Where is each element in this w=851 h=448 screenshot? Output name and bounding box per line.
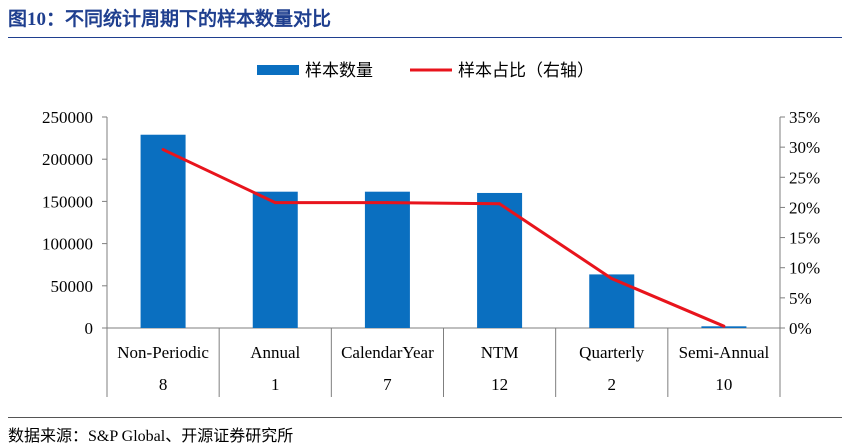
left-tick-label: 250000	[42, 108, 93, 127]
bar	[364, 191, 410, 328]
category-label: Annual	[250, 343, 300, 362]
line-series	[161, 148, 726, 328]
line-point	[498, 202, 502, 206]
line-point	[273, 201, 277, 205]
left-tick-label: 200000	[42, 150, 93, 169]
right-tick-label: 35%	[789, 108, 820, 127]
line-path	[162, 148, 725, 328]
right-tick-label: 0%	[789, 319, 812, 338]
left-tick-label: 0	[85, 319, 94, 338]
category-label: Quarterly	[579, 343, 645, 362]
bar	[252, 191, 298, 328]
category-code-label: 7	[383, 375, 392, 394]
line-point	[722, 324, 726, 328]
right-tick-label: 30%	[789, 138, 820, 157]
bar-series	[140, 134, 747, 328]
right-tick-label: 25%	[789, 168, 820, 187]
chart-svg: 样本数量 样本占比（右轴） 05000010000015000020000025…	[42, 61, 820, 397]
line-point	[385, 201, 389, 205]
title-divider	[8, 37, 842, 38]
legend: 样本数量 样本占比（右轴）	[257, 61, 594, 80]
legend-line-label: 样本占比（右轴）	[458, 61, 594, 80]
category-label: Semi-Annual	[679, 343, 770, 362]
legend-bar-swatch	[257, 65, 299, 75]
category-code-label: 8	[159, 375, 168, 394]
right-tick-label: 20%	[789, 198, 820, 217]
category-label: CalendarYear	[341, 343, 434, 362]
bar	[140, 134, 186, 328]
bar	[589, 274, 635, 328]
left-tick-label: 100000	[42, 235, 93, 254]
axes	[102, 116, 785, 397]
left-tick-label: 150000	[42, 192, 93, 211]
right-tick-label: 5%	[789, 289, 812, 308]
right-tick-label: 10%	[789, 259, 820, 278]
category-code-label: 2	[608, 375, 617, 394]
category-code-label: 1	[271, 375, 280, 394]
legend-bar-label: 样本数量	[305, 61, 373, 80]
right-tick-label: 15%	[789, 229, 820, 248]
source-note: 数据来源：S&P Global、开源证券研究所	[8, 428, 294, 445]
left-tick-label: 50000	[51, 277, 94, 296]
line-point	[610, 277, 614, 281]
category-code-label: 10	[715, 375, 732, 394]
category-label: Non-Periodic	[117, 343, 209, 362]
category-label: NTM	[481, 343, 519, 362]
footer-divider	[8, 417, 842, 418]
figure-title: 图10：不同统计周期下的样本数量对比	[8, 9, 332, 30]
line-point	[161, 148, 165, 152]
category-code-label: 12	[491, 375, 508, 394]
tick-labels: 0 50000 100000 150000 200000 250000 0% 5% 10% 15%…	[42, 108, 820, 394]
